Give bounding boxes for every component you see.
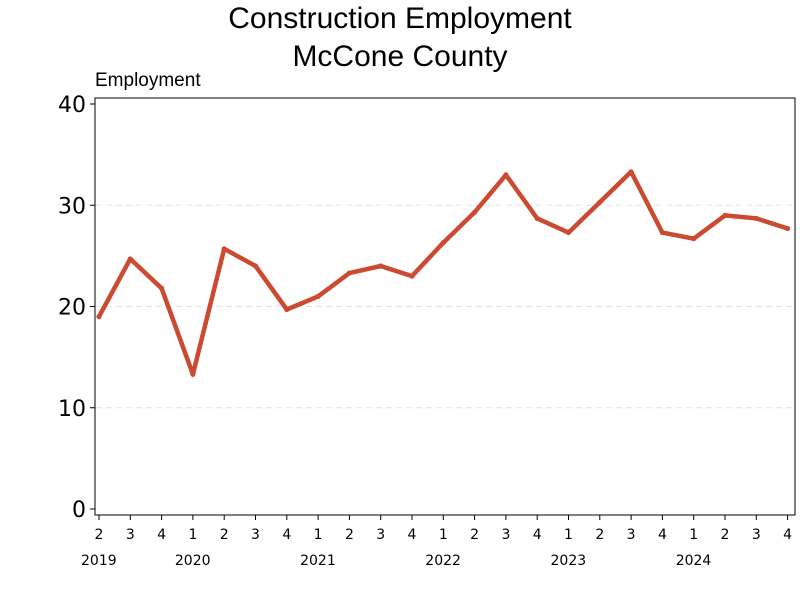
data-point	[284, 306, 290, 313]
y-tick-label: 0	[72, 498, 86, 523]
x-tick-label: 3	[627, 527, 636, 543]
chart-title-line-1: Construction Employment	[228, 2, 572, 35]
data-point	[597, 199, 603, 205]
x-tick-label: 1	[564, 527, 573, 543]
data-point	[96, 314, 102, 320]
x-tick-label: 3	[251, 527, 260, 543]
data-point	[159, 285, 165, 291]
x-tick-label: 4	[658, 527, 667, 543]
x-tick-label: 1	[188, 527, 197, 543]
x-tick-label: 3	[376, 527, 385, 543]
x-tick-label: 2	[220, 527, 229, 543]
x-tick-label: 2	[95, 527, 104, 543]
y-tick-label: 20	[58, 296, 86, 321]
data-point	[785, 225, 791, 232]
data-point	[315, 293, 321, 299]
x-tick-label: 4	[783, 527, 792, 543]
x-tick-label: 3	[752, 527, 761, 543]
y-tick-label: 10	[58, 397, 86, 422]
data-point	[722, 212, 728, 218]
x-tick-label: 3	[126, 527, 135, 543]
y-tick-label: 40	[58, 93, 86, 118]
data-point	[753, 215, 759, 222]
data-point	[691, 236, 697, 242]
data-point	[472, 209, 478, 215]
data-point	[346, 270, 352, 276]
data-point	[190, 371, 196, 377]
data-point	[503, 172, 509, 178]
x-tick-label: 4	[157, 527, 166, 543]
y-axis-ticks: 0 10 20 30 40	[58, 93, 95, 523]
x-tick-label: 2	[595, 527, 604, 543]
year-label: 2019	[81, 553, 117, 569]
data-point	[565, 229, 572, 236]
year-label: 2024	[676, 553, 712, 569]
data-point	[221, 246, 227, 252]
year-label: 2021	[300, 553, 336, 569]
data-point	[127, 256, 133, 262]
data-point	[440, 240, 446, 246]
x-tick-label: 4	[282, 527, 291, 543]
data-point	[534, 215, 540, 222]
chart-title: Construction Employment McCone County	[0, 0, 800, 76]
chart-title-line-2: McCone County	[292, 40, 508, 73]
data-point	[409, 273, 415, 279]
x-tick-label: 1	[439, 527, 448, 543]
y-tick-label: 30	[58, 194, 86, 219]
year-label: 2023	[551, 553, 587, 569]
x-axis-ticks: 2 3 4 1 2 3 4 1 2 3 4 1 2 3 4 1 2 3 4 1 2 3 4 2019 2020 2021 2022 2…	[81, 515, 792, 569]
data-point	[378, 263, 384, 269]
x-tick-label: 2	[345, 527, 354, 543]
x-tick-label: 1	[314, 527, 323, 543]
x-tick-label: 3	[501, 527, 510, 543]
x-tick-label: 4	[533, 527, 542, 543]
x-tick-label: 1	[689, 527, 698, 543]
gridlines	[96, 204, 794, 409]
series-group	[96, 169, 791, 377]
data-point	[659, 229, 666, 236]
x-tick-label: 4	[408, 527, 417, 543]
data-point	[628, 169, 634, 175]
x-tick-label: 2	[721, 527, 730, 543]
data-point	[252, 263, 259, 269]
x-tick-label: 2	[470, 527, 479, 543]
series-line	[96, 169, 790, 377]
year-label: 2020	[175, 553, 211, 569]
year-label: 2022	[425, 553, 461, 569]
y-axis-label: Employment	[95, 70, 201, 91]
